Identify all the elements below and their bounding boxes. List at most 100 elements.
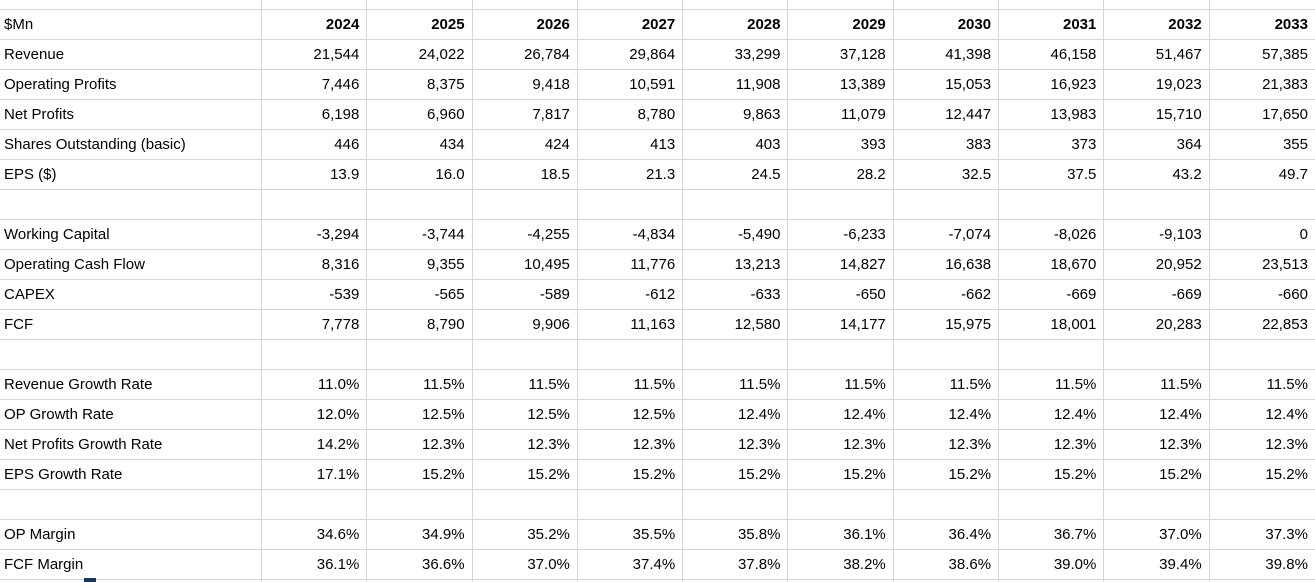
empty-cell[interactable] bbox=[788, 0, 894, 10]
empty-cell[interactable] bbox=[262, 490, 368, 520]
data-cell[interactable]: -6,233 bbox=[788, 220, 894, 250]
empty-cell[interactable] bbox=[1209, 490, 1315, 520]
row-label-cell[interactable]: Net Profits Growth Rate bbox=[0, 430, 262, 460]
empty-cell[interactable] bbox=[999, 340, 1105, 370]
data-cell[interactable]: 0 bbox=[1209, 220, 1315, 250]
row-label-cell[interactable]: Revenue Growth Rate bbox=[0, 370, 262, 400]
empty-cell[interactable] bbox=[577, 340, 684, 370]
data-cell[interactable]: 11.5% bbox=[367, 370, 473, 400]
data-cell[interactable]: -565 bbox=[367, 280, 473, 310]
data-cell[interactable]: 12.5% bbox=[472, 400, 578, 430]
data-cell[interactable]: -612 bbox=[577, 280, 684, 310]
data-cell[interactable]: 15.2% bbox=[893, 460, 1000, 490]
data-cell[interactable]: 35.8% bbox=[683, 520, 789, 550]
data-cell[interactable]: 37,128 bbox=[788, 40, 894, 70]
data-cell[interactable]: 18,670 bbox=[999, 250, 1105, 280]
data-cell[interactable]: 18,001 bbox=[999, 310, 1105, 340]
data-cell[interactable]: 8,375 bbox=[367, 70, 473, 100]
data-cell[interactable]: 434 bbox=[367, 130, 473, 160]
data-cell[interactable]: 11.5% bbox=[788, 370, 894, 400]
data-cell[interactable]: 12.4% bbox=[1104, 400, 1210, 430]
empty-cell[interactable] bbox=[367, 580, 473, 582]
row-label-cell[interactable]: Net Profits bbox=[0, 100, 262, 130]
empty-cell[interactable] bbox=[1209, 0, 1315, 10]
empty-cell[interactable] bbox=[262, 340, 368, 370]
data-cell[interactable]: 11.5% bbox=[472, 370, 578, 400]
data-cell[interactable]: 36.7% bbox=[999, 520, 1105, 550]
column-header-2027[interactable]: 2027 bbox=[577, 10, 684, 40]
data-cell[interactable]: 11.5% bbox=[683, 370, 789, 400]
data-cell[interactable]: -4,834 bbox=[577, 220, 684, 250]
data-cell[interactable]: 12.4% bbox=[999, 400, 1105, 430]
data-cell[interactable]: 17.1% bbox=[262, 460, 368, 490]
data-cell[interactable]: 21,544 bbox=[262, 40, 368, 70]
data-cell[interactable]: 39.0% bbox=[999, 550, 1105, 580]
data-cell[interactable]: 9,418 bbox=[472, 70, 578, 100]
data-cell[interactable]: 39.4% bbox=[1104, 550, 1210, 580]
empty-cell[interactable] bbox=[1104, 190, 1210, 220]
data-cell[interactable]: 7,817 bbox=[472, 100, 578, 130]
data-cell[interactable]: 23,513 bbox=[1209, 250, 1315, 280]
empty-cell[interactable] bbox=[1209, 190, 1315, 220]
empty-cell[interactable] bbox=[0, 190, 262, 220]
data-cell[interactable]: 35.5% bbox=[577, 520, 684, 550]
data-cell[interactable]: 18.5 bbox=[472, 160, 578, 190]
empty-cell[interactable] bbox=[0, 490, 262, 520]
empty-cell[interactable] bbox=[683, 490, 789, 520]
empty-cell[interactable] bbox=[367, 190, 473, 220]
column-header-2030[interactable]: 2030 bbox=[893, 10, 1000, 40]
data-cell[interactable]: 19,023 bbox=[1104, 70, 1210, 100]
data-cell[interactable]: 37.5 bbox=[999, 160, 1105, 190]
data-cell[interactable]: 37.0% bbox=[1104, 520, 1210, 550]
column-header-2025[interactable]: 2025 bbox=[367, 10, 473, 40]
data-cell[interactable]: 12.3% bbox=[893, 430, 1000, 460]
data-cell[interactable]: 12.3% bbox=[367, 430, 473, 460]
data-cell[interactable]: 12.4% bbox=[683, 400, 789, 430]
data-cell[interactable]: 14,177 bbox=[788, 310, 894, 340]
data-cell[interactable]: 12.5% bbox=[367, 400, 473, 430]
empty-cell[interactable] bbox=[578, 580, 684, 582]
empty-cell[interactable] bbox=[999, 190, 1105, 220]
data-cell[interactable]: -8,026 bbox=[999, 220, 1105, 250]
data-cell[interactable]: 373 bbox=[999, 130, 1105, 160]
data-cell[interactable]: 17,650 bbox=[1209, 100, 1315, 130]
empty-cell[interactable] bbox=[0, 340, 262, 370]
data-cell[interactable]: 13.9 bbox=[262, 160, 368, 190]
data-cell[interactable]: 13,389 bbox=[788, 70, 894, 100]
data-cell[interactable]: -589 bbox=[472, 280, 578, 310]
data-cell[interactable]: 10,495 bbox=[472, 250, 578, 280]
data-cell[interactable]: 12,580 bbox=[683, 310, 789, 340]
data-cell[interactable]: 15.2% bbox=[367, 460, 473, 490]
row-label-cell[interactable]: FCF Margin bbox=[0, 550, 262, 580]
data-cell[interactable]: 424 bbox=[472, 130, 578, 160]
empty-cell[interactable] bbox=[893, 190, 1000, 220]
column-header-2033[interactable]: 2033 bbox=[1209, 10, 1315, 40]
empty-cell[interactable] bbox=[262, 580, 368, 582]
data-cell[interactable]: 16,638 bbox=[893, 250, 1000, 280]
data-cell[interactable]: 11.5% bbox=[999, 370, 1105, 400]
row-label-cell[interactable]: Working Capital bbox=[0, 220, 262, 250]
data-cell[interactable]: -3,744 bbox=[367, 220, 473, 250]
empty-cell[interactable] bbox=[577, 490, 684, 520]
empty-cell[interactable] bbox=[788, 580, 894, 582]
data-cell[interactable]: 24.5 bbox=[683, 160, 789, 190]
data-cell[interactable]: 51,467 bbox=[1104, 40, 1210, 70]
empty-cell[interactable] bbox=[893, 340, 1000, 370]
data-cell[interactable]: 21.3 bbox=[577, 160, 684, 190]
empty-cell[interactable] bbox=[367, 340, 473, 370]
data-cell[interactable]: 12.4% bbox=[788, 400, 894, 430]
data-cell[interactable]: 33,299 bbox=[683, 40, 789, 70]
column-header-2028[interactable]: 2028 bbox=[683, 10, 789, 40]
empty-cell[interactable] bbox=[472, 0, 578, 10]
empty-cell[interactable] bbox=[1104, 0, 1210, 10]
empty-cell[interactable] bbox=[999, 490, 1105, 520]
empty-cell[interactable] bbox=[788, 490, 894, 520]
data-cell[interactable]: 12,447 bbox=[893, 100, 1000, 130]
data-cell[interactable]: 37.8% bbox=[683, 550, 789, 580]
data-cell[interactable]: 14,827 bbox=[788, 250, 894, 280]
data-cell[interactable]: -7,074 bbox=[893, 220, 1000, 250]
empty-cell[interactable] bbox=[367, 0, 473, 10]
data-cell[interactable]: 11.5% bbox=[1209, 370, 1315, 400]
empty-cell[interactable] bbox=[472, 490, 578, 520]
data-cell[interactable]: -650 bbox=[788, 280, 894, 310]
